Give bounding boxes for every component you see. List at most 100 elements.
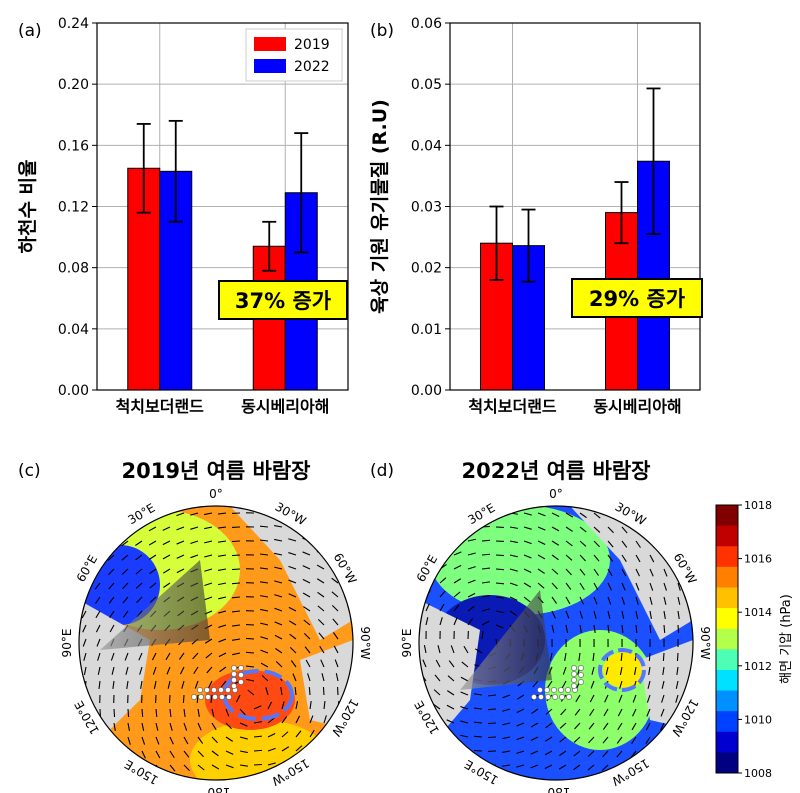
wind-vector: [225, 764, 234, 769]
station-dot: [571, 683, 577, 689]
wind-vector: [662, 666, 665, 675]
wind-vector: [295, 745, 303, 752]
wind-vector: [574, 722, 581, 730]
wind-vector: [453, 510, 462, 514]
wind-vector: [274, 552, 283, 556]
wind-vector: [602, 722, 609, 730]
station-dot: [571, 665, 577, 671]
wind-vector: [218, 568, 227, 571]
wind-vector: [260, 622, 269, 626]
wind-vector: [562, 666, 567, 675]
wind-vector: [516, 764, 525, 768]
wind-vector: [331, 577, 339, 584]
wind-vector: [579, 610, 583, 619]
wind-vector: [604, 694, 609, 703]
wind-vector: [112, 680, 115, 689]
wind-vector: [473, 749, 483, 752]
wind-vector: [676, 652, 679, 662]
wind-vector: [108, 582, 115, 590]
wind-vector: [605, 666, 609, 675]
wind-vector: [453, 524, 462, 528]
map-d-title: 2022년 여름 바람장: [462, 459, 651, 483]
wind-vector: [183, 764, 191, 772]
legend-label-2022: 2022: [294, 59, 330, 75]
legend-swatch-2022: [254, 59, 286, 73]
wind-vector: [218, 554, 227, 557]
wind-vector: [219, 666, 227, 673]
wind-vector: [316, 509, 325, 514]
wind-vector: [259, 539, 269, 542]
y-tick-label: 0.12: [58, 200, 89, 216]
wind-vector: [560, 708, 567, 716]
wind-vector: [155, 708, 158, 718]
wind-vector: [332, 618, 339, 626]
map-c-pressure-band: [190, 720, 330, 780]
wind-vector: [545, 722, 553, 729]
longitude-label: 180°: [202, 785, 231, 793]
wind-vector: [544, 736, 553, 742]
colorbar-tick-label: 1012: [744, 660, 772, 673]
colorbar-segment: [716, 690, 738, 712]
wind-vector: [218, 610, 227, 614]
wind-vector: [453, 564, 462, 570]
wind-vector: [162, 568, 171, 574]
wind-vector: [176, 554, 185, 559]
wind-vector: [127, 708, 130, 718]
wind-vector: [231, 554, 241, 557]
wind-vector: [579, 526, 587, 533]
wind-vector: [549, 652, 553, 661]
wind-vector: [94, 582, 101, 590]
wind-vector: [190, 554, 199, 559]
wind-vector: [141, 736, 146, 745]
wind-vector: [79, 512, 87, 519]
wind-vector: [108, 596, 115, 604]
wind-vector: [635, 554, 641, 563]
map-c-title: 2019년 여름 바람장: [122, 459, 311, 483]
wind-vector: [303, 619, 311, 626]
wind-vector: [419, 760, 427, 766]
wind-vector: [207, 680, 213, 689]
wind-vector: [204, 638, 213, 644]
wind-vector: [573, 736, 581, 743]
wind-vector: [302, 523, 311, 528]
wind-vector: [453, 617, 458, 626]
wind-vector: [288, 606, 297, 612]
wind-vector: [246, 678, 255, 682]
wind-vector: [332, 632, 339, 640]
wind-vector: [502, 764, 511, 767]
wind-vector: [648, 666, 651, 675]
wind-vector: [481, 539, 491, 542]
wind-vector: [197, 722, 202, 731]
wind-vector: [646, 694, 651, 703]
wind-vector: [155, 750, 161, 759]
wind-vector: [274, 525, 283, 528]
wind-vector: [532, 680, 539, 688]
wind-vector: [589, 694, 595, 703]
wind-vector: [239, 722, 248, 727]
wind-vector: [649, 582, 654, 591]
station-dot: [238, 665, 244, 671]
station-dot: [212, 694, 218, 700]
station-dot: [231, 677, 237, 683]
station-dot: [531, 694, 537, 700]
wind-vector: [122, 610, 129, 618]
wind-vector: [467, 618, 473, 626]
wind-vector: [593, 582, 599, 591]
wind-vector: [649, 554, 655, 563]
wind-vector: [331, 591, 339, 598]
wind-vector: [607, 554, 614, 562]
wind-vector: [593, 540, 600, 548]
wind-vector: [565, 540, 573, 547]
colorbar-segment: [716, 649, 738, 671]
wind-vector: [646, 708, 651, 717]
wind-vector: [193, 666, 199, 675]
wind-vector: [204, 512, 213, 516]
station-dot: [578, 672, 584, 678]
wind-vector: [309, 729, 315, 738]
wind-vector: [551, 526, 560, 532]
wind-vector: [446, 733, 455, 738]
wind-vector: [453, 591, 461, 598]
wind-vector: [267, 762, 276, 766]
wind-vector: [579, 540, 587, 547]
colorbar-tick-label: 1014: [744, 606, 772, 619]
